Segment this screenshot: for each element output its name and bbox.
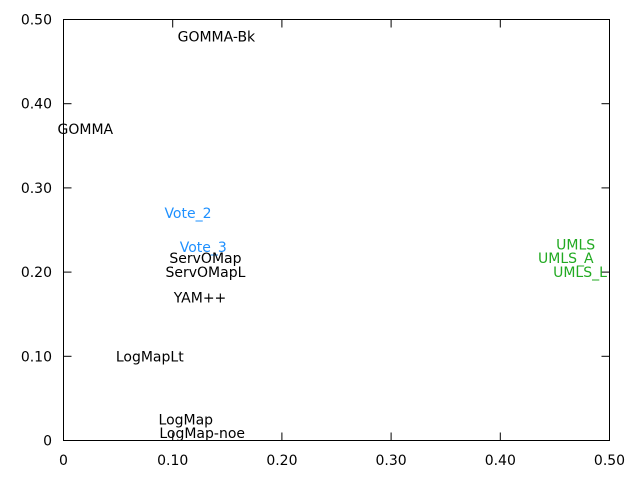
y-tick-label: 0.30 [21,181,52,197]
data-point-label: Vote_2 [164,206,211,222]
y-tick-label: 0.20 [21,265,52,281]
data-point-label: GOMMA-Bk [178,29,256,45]
data-point-label: ServOMapL [166,265,246,281]
data-point-label: ServOMap [169,251,241,267]
x-tick-label: 0.40 [485,453,516,469]
y-tick-label: 0 [43,434,52,450]
data-point-label: LogMapLt [116,349,184,365]
x-tick-label: 0.10 [157,453,188,469]
data-point-label: UMLS_A [538,251,594,267]
x-tick-label: 0.30 [376,453,407,469]
y-axis: 0 0.10 0.20 0.30 0.40 0.50 [21,13,610,450]
y-tick-label: 0.50 [21,13,52,29]
data-point-label: YAM++ [173,290,227,306]
data-labels: GOMMA-Bk GOMMA Vote_2 Vote_3ServOMapServOMa… [58,29,608,442]
plot-frame [63,19,610,441]
x-tick-label: 0.20 [266,453,297,469]
x-axis: 0 0.10 0.20 0.30 0.40 0.50 [59,19,625,469]
y-tick-label: 0.40 [21,97,52,113]
data-point-label: GOMMA [58,122,114,138]
x-tick-label: 0 [59,453,68,469]
x-tick-label: 0.50 [594,453,625,469]
data-point-label: UMLS [556,237,595,253]
data-point-label: LogMap-noe [159,426,245,442]
data-point-label: LogMap [159,412,214,428]
y-tick-label: 0.10 [21,349,52,365]
data-point-label: UMLS_L [553,265,607,281]
data-point-label: Vote_3 [180,240,227,256]
